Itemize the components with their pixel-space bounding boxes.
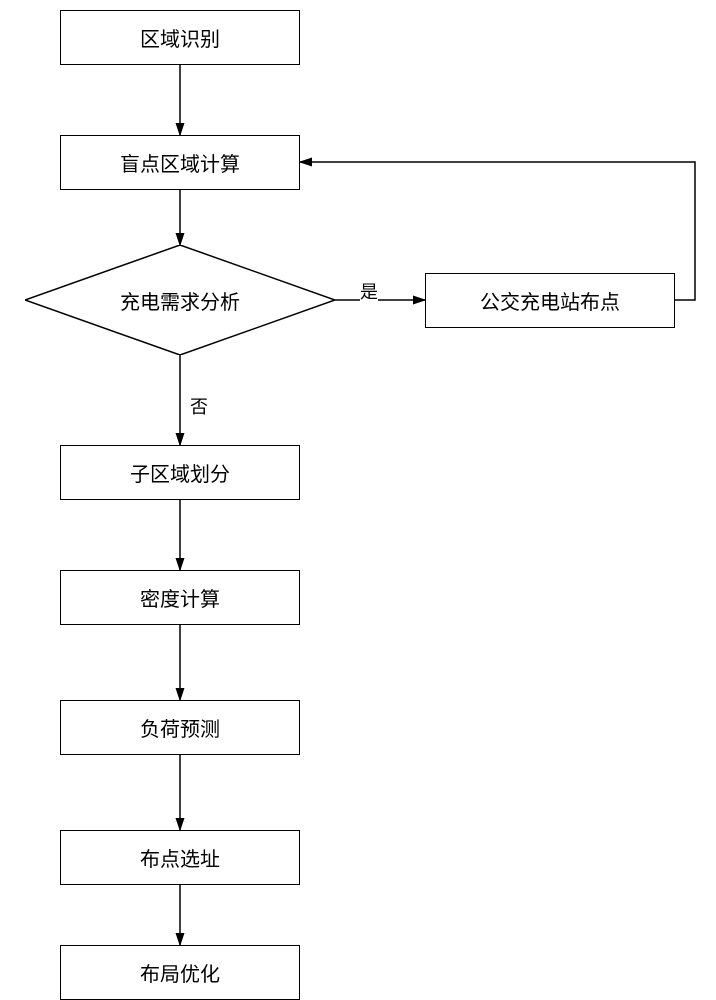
node-charging-demand-decision: 充电需求分析	[25, 245, 335, 355]
edge-label-no: 否	[190, 393, 208, 419]
node-subregion-division: 子区域划分	[60, 445, 300, 500]
node-label: 负荷预测	[140, 713, 220, 742]
node-blindspot-calc: 盲点区域计算	[60, 135, 300, 190]
node-layout-optimization: 布局优化	[60, 945, 300, 1000]
node-label: 区域识别	[140, 23, 220, 52]
edge-label-yes: 是	[360, 278, 378, 304]
node-label: 盲点区域计算	[120, 148, 240, 177]
node-bus-charging-station: 公交充电站布点	[425, 273, 675, 328]
node-area-identification: 区域识别	[60, 10, 300, 65]
node-label: 布点选址	[140, 843, 220, 872]
node-label: 布局优化	[140, 958, 220, 987]
node-label: 公交充电站布点	[480, 286, 620, 315]
node-label: 充电需求分析	[120, 286, 240, 315]
node-density-calc: 密度计算	[60, 570, 300, 625]
node-load-forecast: 负荷预测	[60, 700, 300, 755]
node-label: 子区域划分	[130, 458, 230, 487]
node-label: 密度计算	[140, 583, 220, 612]
node-site-selection: 布点选址	[60, 830, 300, 885]
flowchart-canvas: 区域识别 盲点区域计算 充电需求分析 公交充电站布点 子区域划分 密度计算 负荷…	[0, 0, 716, 1000]
